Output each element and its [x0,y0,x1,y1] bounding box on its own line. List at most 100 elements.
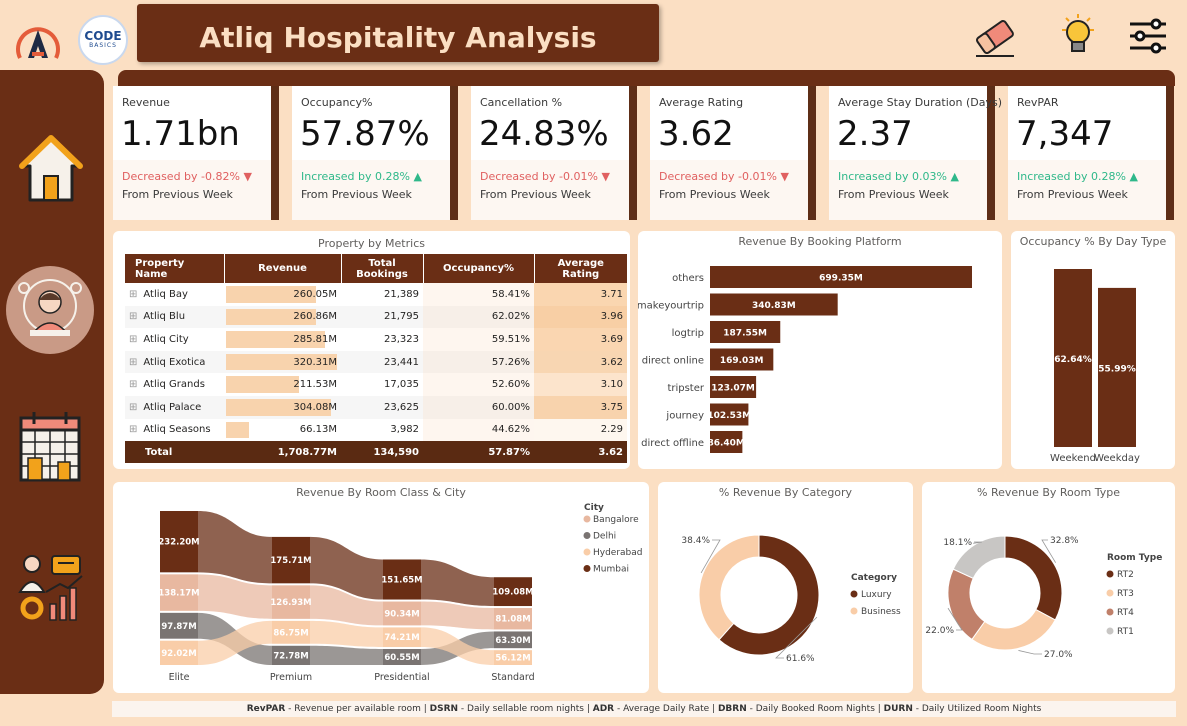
expand-icon[interactable]: ⊞ [129,356,138,368]
footer-glossary: RevPAR - Revenue per available room | DS… [112,701,1176,717]
column-header[interactable]: Total Bookings [341,254,424,283]
legend-label[interactable]: Luxury [861,590,892,600]
analyst-icon[interactable] [16,552,86,624]
legend-marker [1106,570,1114,578]
property-name[interactable]: ⊞ Atliq Grands [125,373,224,396]
daytype-bar[interactable] [1054,269,1092,447]
platform-bar[interactable] [710,431,743,453]
revenue-value: 304.08M [293,401,337,413]
eraser-icon[interactable] [972,16,1018,58]
ribbon-segment[interactable] [494,631,532,649]
platform-bar[interactable] [710,321,781,343]
expand-icon[interactable]: ⊞ [129,288,138,300]
ribbon-segment[interactable] [383,601,421,626]
ribbon-segment[interactable] [272,536,310,584]
donut-slice[interactable] [1004,535,1063,621]
column-header[interactable]: Revenue [224,254,342,283]
donut-value-label: 18.1% [943,538,972,548]
legend-label[interactable]: Business [861,607,901,617]
property-name[interactable]: ⊞ Atliq City [125,328,224,351]
platform-label: direct online [642,356,704,367]
table-row[interactable]: ⊞ Atliq Exotica 320.31M 23,441 57.26% 3.62 [125,350,627,374]
column-header[interactable]: Average Rating [534,254,627,283]
donut-slice[interactable] [971,608,1056,651]
expand-icon[interactable]: ⊞ [129,333,138,345]
platform-bar[interactable] [710,348,774,371]
property-name[interactable]: ⊞ Atliq Blu [125,306,224,329]
ribbon-segment[interactable] [272,585,310,619]
property-name[interactable]: ⊞ Atliq Palace [125,396,224,419]
table-row[interactable]: ⊞ Atliq City 285.81M 23,323 59.51% 3.69 [125,328,627,351]
property-label: Atliq Grands [143,379,205,391]
property-name[interactable]: ⊞ Atliq Bay [125,283,224,306]
expand-icon[interactable]: ⊞ [129,311,138,323]
expand-icon[interactable]: ⊞ [129,401,138,413]
kpi-sub: From Previous Week [659,188,770,201]
ribbon-segment[interactable] [383,559,421,600]
property-name[interactable]: ⊞ Atliq Exotica [125,351,224,374]
arrow-down-icon: ▼ [780,170,789,183]
ribbon-value-label: 90.34M [384,609,419,619]
ribbon-segment[interactable] [160,574,198,611]
donut-value-label: 38.4% [681,536,710,546]
table-row[interactable]: ⊞ Atliq Palace 304.08M 23,625 60.00% 3.75 [125,395,627,419]
legend-label[interactable]: RT3 [1117,589,1134,599]
ribbon-segment[interactable] [160,511,198,573]
codebasics-logo-text: CODE [84,29,122,43]
ribbon-segment[interactable] [160,640,198,665]
property-label: Atliq Bay [143,288,188,300]
ribbon-flow [310,585,383,626]
codebasics-logo: CODE BASICS [78,15,128,65]
platform-value-label: 340.83M [752,301,796,311]
ribbon-segment[interactable] [383,649,421,665]
daytype-title: Occupancy % By Day Type [1019,235,1167,248]
donut-slice[interactable] [718,534,820,656]
kpi-change: Decreased by -0.82% [122,170,240,183]
daytype-bar[interactable] [1098,287,1136,447]
property-name[interactable]: ⊞ Atliq Seasons [125,419,224,442]
legend-label[interactable]: RT4 [1117,608,1134,618]
legend-label[interactable]: RT2 [1117,570,1134,580]
lightbulb-icon[interactable] [1058,12,1098,58]
column-header[interactable]: Occupancy% [423,254,535,283]
platform-bar[interactable] [710,293,838,316]
ribbon-segment[interactable] [160,612,198,639]
donut-slice[interactable] [698,534,760,641]
legend-label[interactable]: Hyderabad [593,548,643,558]
legend-label[interactable]: Delhi [593,532,616,542]
column-header[interactable]: Property Name [125,254,225,283]
room-class-axis-label: Elite [169,672,190,683]
ribbon-value-label: 81.08M [495,615,530,625]
legend-label[interactable]: RT1 [1117,627,1134,637]
donut-slice[interactable] [952,535,1006,579]
donut-leader-line [973,541,983,544]
revenue-cell: 320.31M [224,351,341,374]
legend-label[interactable]: Mumbai [593,565,629,575]
ribbon-segment[interactable] [272,645,310,665]
donut-value-label: 61.6% [786,654,815,664]
arrow-up-icon: ▲ [1129,170,1138,183]
legend-label[interactable]: Bangalore [593,515,639,525]
expand-icon[interactable]: ⊞ [129,379,138,391]
table-row[interactable]: ⊞ Atliq Bay 260.05M 21,389 58.41% 3.71 [125,283,627,306]
table-row[interactable]: ⊞ Atliq Seasons 66.13M 3,982 44.62% 2.29 [125,418,627,442]
platform-value-label: 699.35M [819,274,863,284]
person-globe-icon[interactable] [6,266,94,354]
sliders-icon[interactable] [1128,16,1168,56]
ribbon-segment[interactable] [383,627,421,648]
platform-value-label: 123.07M [711,384,755,394]
ribbon-segment[interactable] [494,577,532,607]
home-icon[interactable] [18,132,84,204]
revenue-cell: 304.08M [224,396,341,419]
calendar-city-icon[interactable] [18,410,82,484]
ribbon-segment[interactable] [494,608,532,630]
platform-bar[interactable] [710,376,757,398]
platform-bar[interactable] [710,403,749,426]
table-row[interactable]: ⊞ Atliq Grands 211.53M 17,035 52.60% 3.10 [125,373,627,396]
ribbon-value-label: 97.87M [161,622,196,632]
expand-icon[interactable]: ⊞ [129,424,138,436]
platform-bar[interactable] [710,266,972,288]
ribbon-segment[interactable] [272,620,310,644]
table-row[interactable]: ⊞ Atliq Blu 260.86M 21,795 62.02% 3.96 [125,305,627,329]
ribbon-segment[interactable] [494,650,532,665]
